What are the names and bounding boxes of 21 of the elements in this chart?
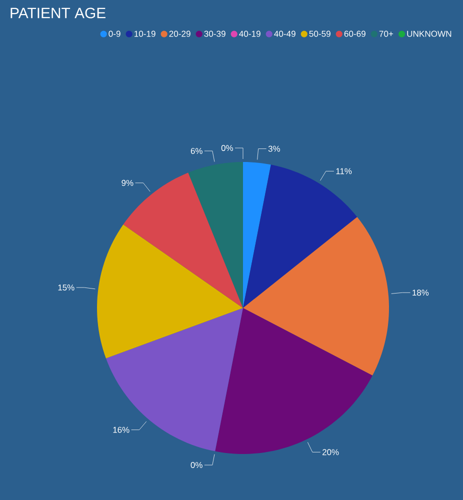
data-label: 20% [322, 449, 339, 456]
legend-label: 0-9 [108, 30, 120, 37]
legend-label: UNKNOWN [407, 30, 452, 37]
data-label: 11% [336, 168, 352, 174]
text: 0% [190, 462, 202, 468]
legend-label: 40-49 [274, 30, 296, 37]
data-label: 6% [190, 148, 202, 154]
chart-title: PATIENT AGE [10, 8, 106, 18]
legend-label: 60-69 [344, 30, 366, 37]
data-label: 9% [122, 180, 134, 186]
data-label: 18% [412, 290, 429, 296]
text: 0% [221, 145, 234, 151]
legend-label: 40-19 [239, 30, 260, 37]
legend-label: 50-59 [309, 30, 330, 37]
legend-label: 10-19 [134, 30, 156, 37]
legend-label: 70+ [379, 30, 394, 37]
legend-label: 30-39 [204, 30, 226, 37]
data-label: 16% [113, 426, 130, 433]
legend-label: 20-29 [169, 30, 190, 37]
data-label: 15% [58, 284, 74, 291]
data-label: 3% [268, 146, 280, 152]
